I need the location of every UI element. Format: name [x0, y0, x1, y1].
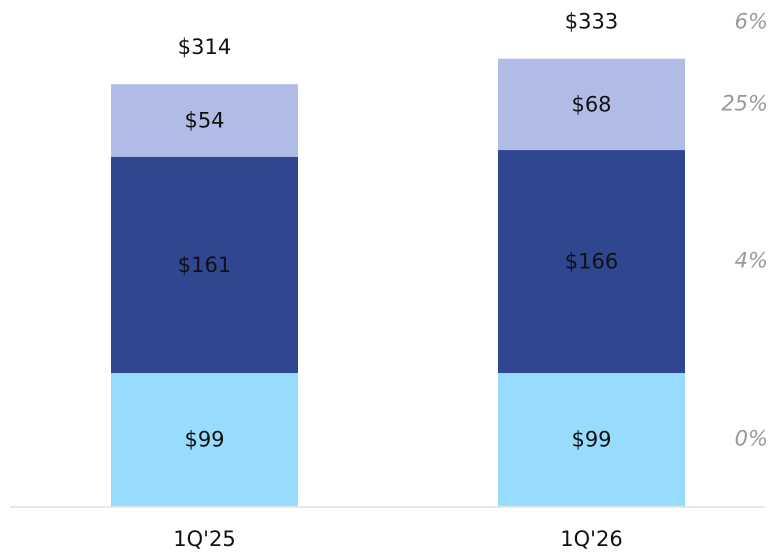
total-label: $333 — [565, 10, 618, 34]
total-label: $314 — [178, 35, 231, 59]
bar-segment — [111, 373, 298, 506]
category-label: 1Q'25 — [173, 527, 235, 551]
value-label: $54 — [184, 108, 224, 132]
value-label: $166 — [565, 250, 618, 274]
bar-segment — [111, 156, 298, 374]
bar-segment — [498, 373, 685, 506]
bar-segment — [111, 84, 298, 157]
growth-label: 25% — [721, 91, 768, 115]
total-growth-label: 6% — [735, 10, 768, 34]
bar-segment — [498, 58, 685, 151]
value-label: $99 — [184, 428, 224, 452]
value-label: $99 — [571, 428, 611, 452]
value-label: $161 — [178, 253, 231, 277]
category-label: 1Q'26 — [560, 527, 622, 551]
growth-label: 0% — [735, 427, 768, 451]
value-label: $68 — [571, 92, 611, 116]
growth-label: 4% — [735, 249, 768, 273]
bar-segment — [498, 150, 685, 374]
